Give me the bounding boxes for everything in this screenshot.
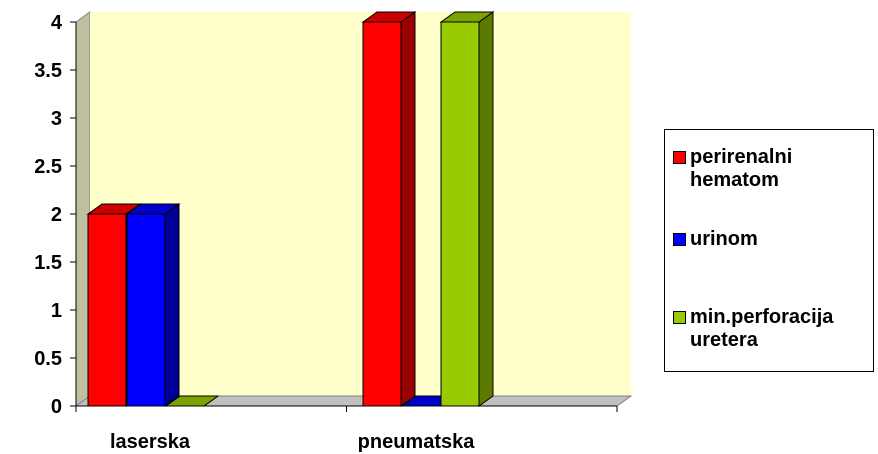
x-tick-label: laserska [110, 431, 191, 453]
y-tick-label: 1 [51, 300, 62, 322]
bar-front [362, 21, 402, 407]
bar-side [478, 11, 494, 407]
y-tick-label: 1.5 [34, 252, 62, 274]
bar-top [164, 395, 220, 407]
bar [164, 395, 220, 407]
legend-label: min.perforacija uretera [690, 306, 834, 351]
y-tick-label: 0 [51, 396, 62, 418]
x-tick-label: pneumatska [358, 431, 476, 453]
legend: perirenalni hematom urinom min.perforaci… [664, 129, 874, 372]
bar-front [440, 21, 480, 407]
bar [361, 11, 417, 407]
legend-label: urinom [690, 228, 758, 250]
y-axis: 0 0.5 1 1.5 2 2.5 3 3.5 4 [34, 12, 77, 418]
bar [439, 11, 495, 407]
bar-top [439, 11, 495, 23]
legend-swatch-blue [673, 233, 686, 246]
legend-swatch-red [673, 151, 686, 164]
legend-item-urinom: urinom [673, 228, 758, 251]
bar [125, 203, 181, 407]
y-tick-label: 4 [51, 12, 63, 34]
bar-front [126, 213, 166, 407]
x-axis: laserska pneumatska [75, 405, 618, 453]
legend-label: perirenalni hematom [690, 146, 793, 191]
y-tick-label: 0.5 [34, 348, 62, 370]
bar-top [125, 203, 181, 215]
y-tick-label: 2.5 [34, 156, 62, 178]
bar-top [86, 203, 142, 215]
bar-side [164, 203, 180, 407]
legend-item-perirenalni-hematom: perirenalni hematom [673, 146, 792, 192]
legend-item-min-perforacija-uretera: min.perforacija uretera [673, 306, 833, 352]
y-tick-label: 3.5 [34, 60, 62, 82]
legend-swatch-green [673, 311, 686, 324]
back-wall [90, 12, 631, 396]
bar-front [87, 213, 127, 407]
bars [86, 11, 495, 407]
plot-walls [74, 11, 633, 407]
y-tick-label: 3 [51, 108, 62, 130]
bar-top [361, 11, 417, 23]
bar-side [400, 11, 416, 407]
y-tick-label: 2 [51, 204, 62, 226]
